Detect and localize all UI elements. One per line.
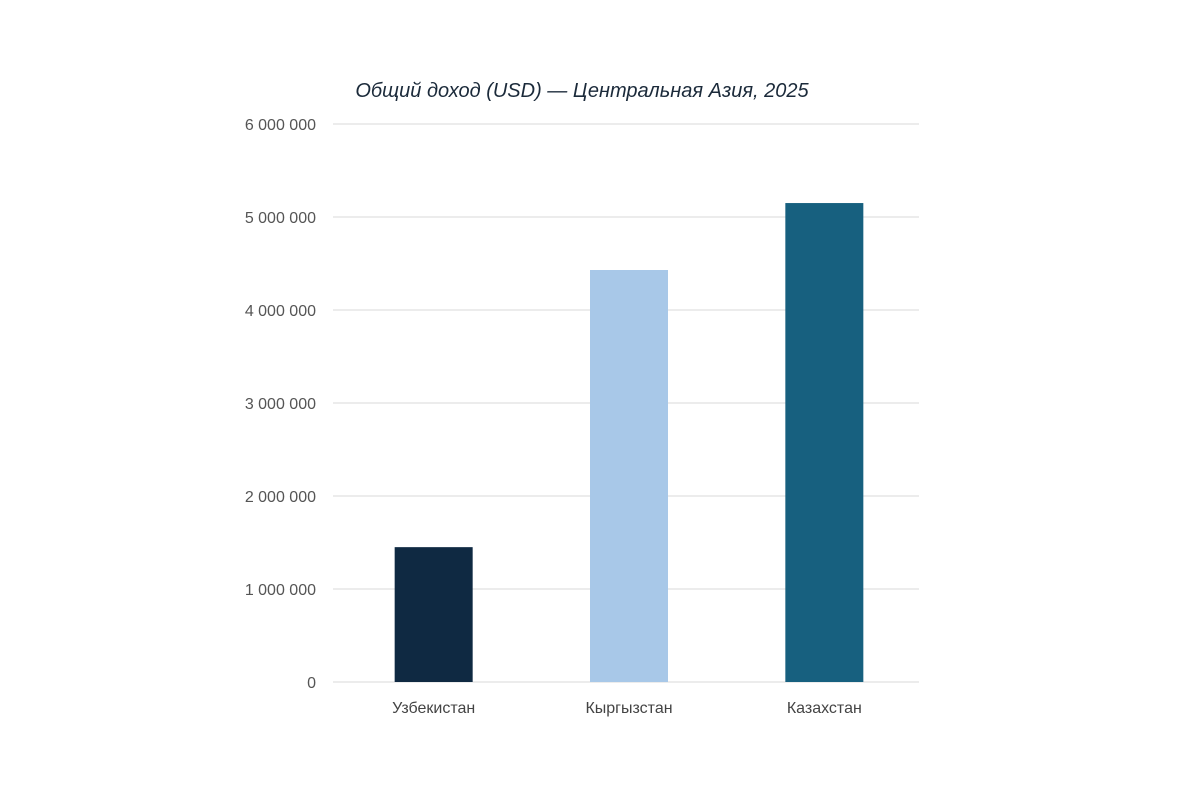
y-axis-ticks: 0 1 000 000 2 000 000 3 000 000 4 000 000 5 0… [245,117,316,692]
y-tick-label: 6 000 000 [245,117,316,134]
x-axis-labels: Узбекистан Кыргызстан Казахстан [392,700,862,717]
bar [785,203,864,683]
y-tick-label: 5 000 000 [245,210,316,227]
x-tick-label: Кыргызстан [585,700,672,717]
chart-title: Общий доход (USD) — Центральная Азия, 20… [355,80,809,102]
bars [394,203,864,683]
y-tick-label: 4 000 000 [245,303,316,320]
y-tick-label: 3 000 000 [245,396,316,413]
x-tick-label: Узбекистан [392,700,475,717]
x-tick-label: Казахстан [787,700,862,717]
bar [394,547,473,682]
y-tick-label: 1 000 000 [245,582,316,599]
y-tick-label: 2 000 000 [245,489,316,506]
y-tick-label: 0 [307,675,316,692]
bar [590,270,668,682]
